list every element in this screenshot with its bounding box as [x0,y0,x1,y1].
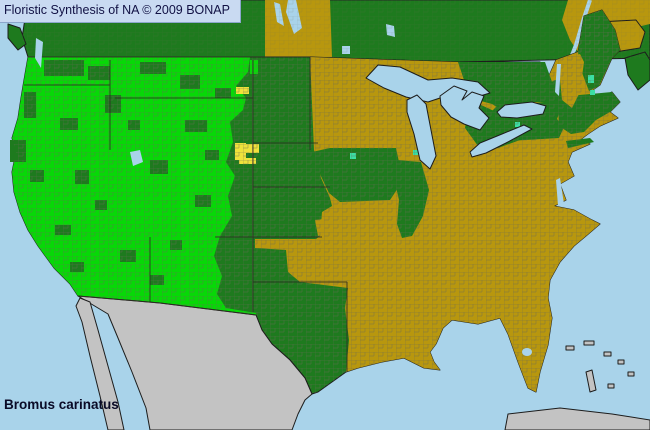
great-lakes [35,38,564,356]
mexico-mainland [77,295,313,430]
species-name-label: Bromus carinatus [4,397,119,412]
lake-michigan [406,94,437,170]
state-borders [24,56,348,372]
mexico-region [75,295,650,430]
lake-erie [469,124,533,158]
cuba [504,407,650,430]
baja-california [75,297,125,430]
lake-ontario [496,101,547,119]
vancouver-island [7,23,27,51]
map-title: Floristic Synthesis of NA © 2009 BONAP [4,3,230,17]
puget-sound [35,38,43,68]
great-salt-lake [130,150,143,166]
title-bar: Floristic Synthesis of NA © 2009 BONAP [0,0,241,23]
us-mexico-border [77,295,257,316]
lake-huron [439,85,490,131]
chesapeake-bay [556,178,564,206]
lake-okeechobee [522,348,532,356]
andros-island [585,369,597,393]
lake-champlain [555,64,561,96]
bahamas-islands [565,340,635,393]
